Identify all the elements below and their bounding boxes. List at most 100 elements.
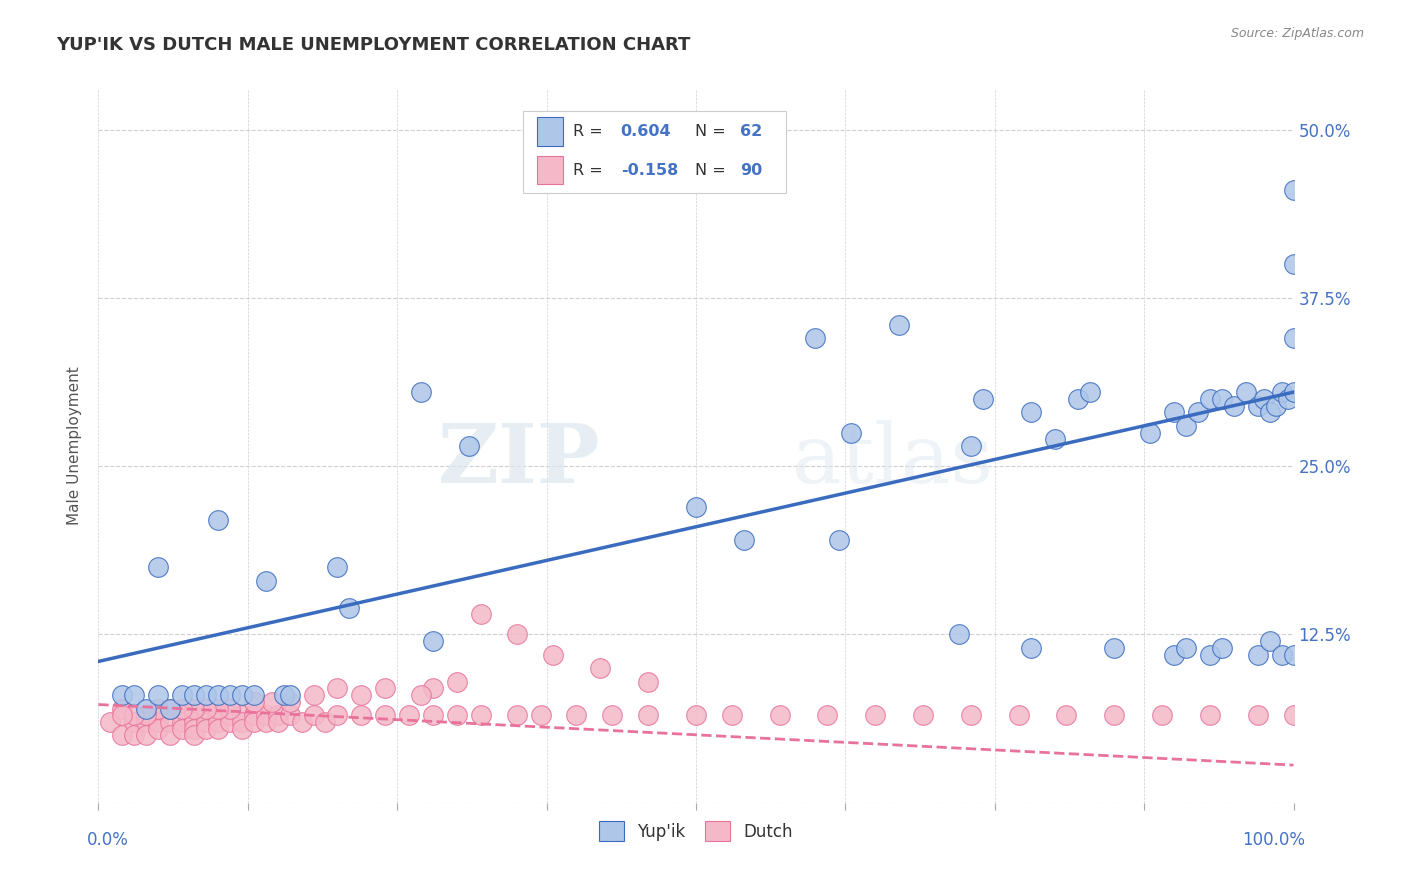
- Point: [541, 648, 564, 662]
- Point: [506, 708, 529, 723]
- Point: [183, 729, 205, 743]
- Text: ZIP: ZIP: [437, 420, 600, 500]
- Point: [446, 708, 468, 723]
- Point: [207, 513, 229, 527]
- Point: [685, 708, 707, 723]
- Point: [98, 714, 122, 729]
- Text: N =: N =: [695, 162, 731, 178]
- Point: [1258, 405, 1281, 419]
- Point: [960, 439, 983, 453]
- Point: [1282, 183, 1305, 197]
- Point: [350, 688, 373, 702]
- Point: [183, 688, 205, 702]
- Point: [172, 714, 194, 729]
- Point: [1104, 708, 1126, 723]
- Point: [195, 688, 218, 702]
- Point: [267, 714, 290, 729]
- Point: [183, 708, 205, 723]
- Point: [326, 708, 349, 723]
- Point: [172, 722, 194, 736]
- Point: [148, 714, 170, 729]
- Point: [374, 681, 396, 696]
- Point: [172, 688, 194, 702]
- Point: [124, 714, 146, 729]
- Text: 0.0%: 0.0%: [87, 831, 128, 849]
- Point: [148, 688, 170, 702]
- Point: [159, 701, 181, 715]
- Point: [243, 695, 266, 709]
- Point: [148, 560, 170, 574]
- Point: [411, 385, 433, 400]
- Point: [172, 708, 194, 723]
- Point: [1163, 405, 1185, 419]
- Point: [1282, 648, 1305, 662]
- Point: [685, 500, 707, 514]
- Point: [1258, 634, 1281, 648]
- Point: [841, 425, 863, 440]
- Point: [195, 722, 218, 736]
- Point: [111, 688, 134, 702]
- Point: [267, 708, 290, 723]
- Point: [1247, 708, 1270, 723]
- Point: [260, 695, 283, 709]
- Point: [278, 688, 301, 702]
- Text: 0.604: 0.604: [620, 124, 671, 139]
- Point: [1199, 708, 1222, 723]
- Bar: [537, 156, 564, 185]
- Point: [148, 722, 170, 736]
- Point: [111, 701, 134, 715]
- Point: [1187, 405, 1209, 419]
- Point: [768, 708, 790, 723]
- Point: [254, 714, 277, 729]
- Point: [326, 681, 349, 696]
- Point: [135, 714, 157, 729]
- Point: [470, 708, 492, 723]
- Point: [1080, 385, 1102, 400]
- Point: [398, 708, 420, 723]
- Point: [411, 688, 433, 702]
- Point: [111, 708, 134, 723]
- Point: [1019, 640, 1042, 655]
- Text: 62: 62: [740, 124, 762, 139]
- Point: [254, 574, 277, 588]
- Legend: Yup'ik, Dutch: Yup'ik, Dutch: [592, 814, 800, 848]
- Point: [278, 695, 301, 709]
- Point: [159, 729, 181, 743]
- Point: [159, 714, 181, 729]
- Point: [960, 708, 983, 723]
- Point: [446, 674, 468, 689]
- Point: [458, 439, 481, 453]
- Point: [315, 714, 337, 729]
- Text: 90: 90: [740, 162, 762, 178]
- Point: [291, 714, 314, 729]
- Point: [1247, 399, 1270, 413]
- Point: [278, 708, 301, 723]
- Point: [135, 701, 157, 715]
- Bar: [537, 118, 564, 146]
- Point: [602, 708, 624, 723]
- Point: [183, 714, 205, 729]
- Point: [243, 708, 266, 723]
- Point: [1264, 399, 1286, 413]
- Point: [1277, 392, 1299, 406]
- Point: [135, 729, 157, 743]
- Point: [889, 318, 911, 332]
- Point: [254, 708, 277, 723]
- Point: [326, 560, 349, 574]
- Point: [1282, 257, 1305, 271]
- Point: [1282, 331, 1305, 345]
- Point: [1271, 385, 1294, 400]
- Text: -0.158: -0.158: [620, 162, 678, 178]
- Point: [183, 701, 205, 715]
- Point: [339, 600, 361, 615]
- Point: [302, 688, 325, 702]
- Point: [1211, 640, 1233, 655]
- Point: [865, 708, 887, 723]
- Point: [183, 722, 205, 736]
- Point: [207, 701, 229, 715]
- Point: [1104, 640, 1126, 655]
- Point: [219, 714, 242, 729]
- Point: [733, 533, 755, 548]
- Point: [243, 714, 266, 729]
- Point: [231, 688, 253, 702]
